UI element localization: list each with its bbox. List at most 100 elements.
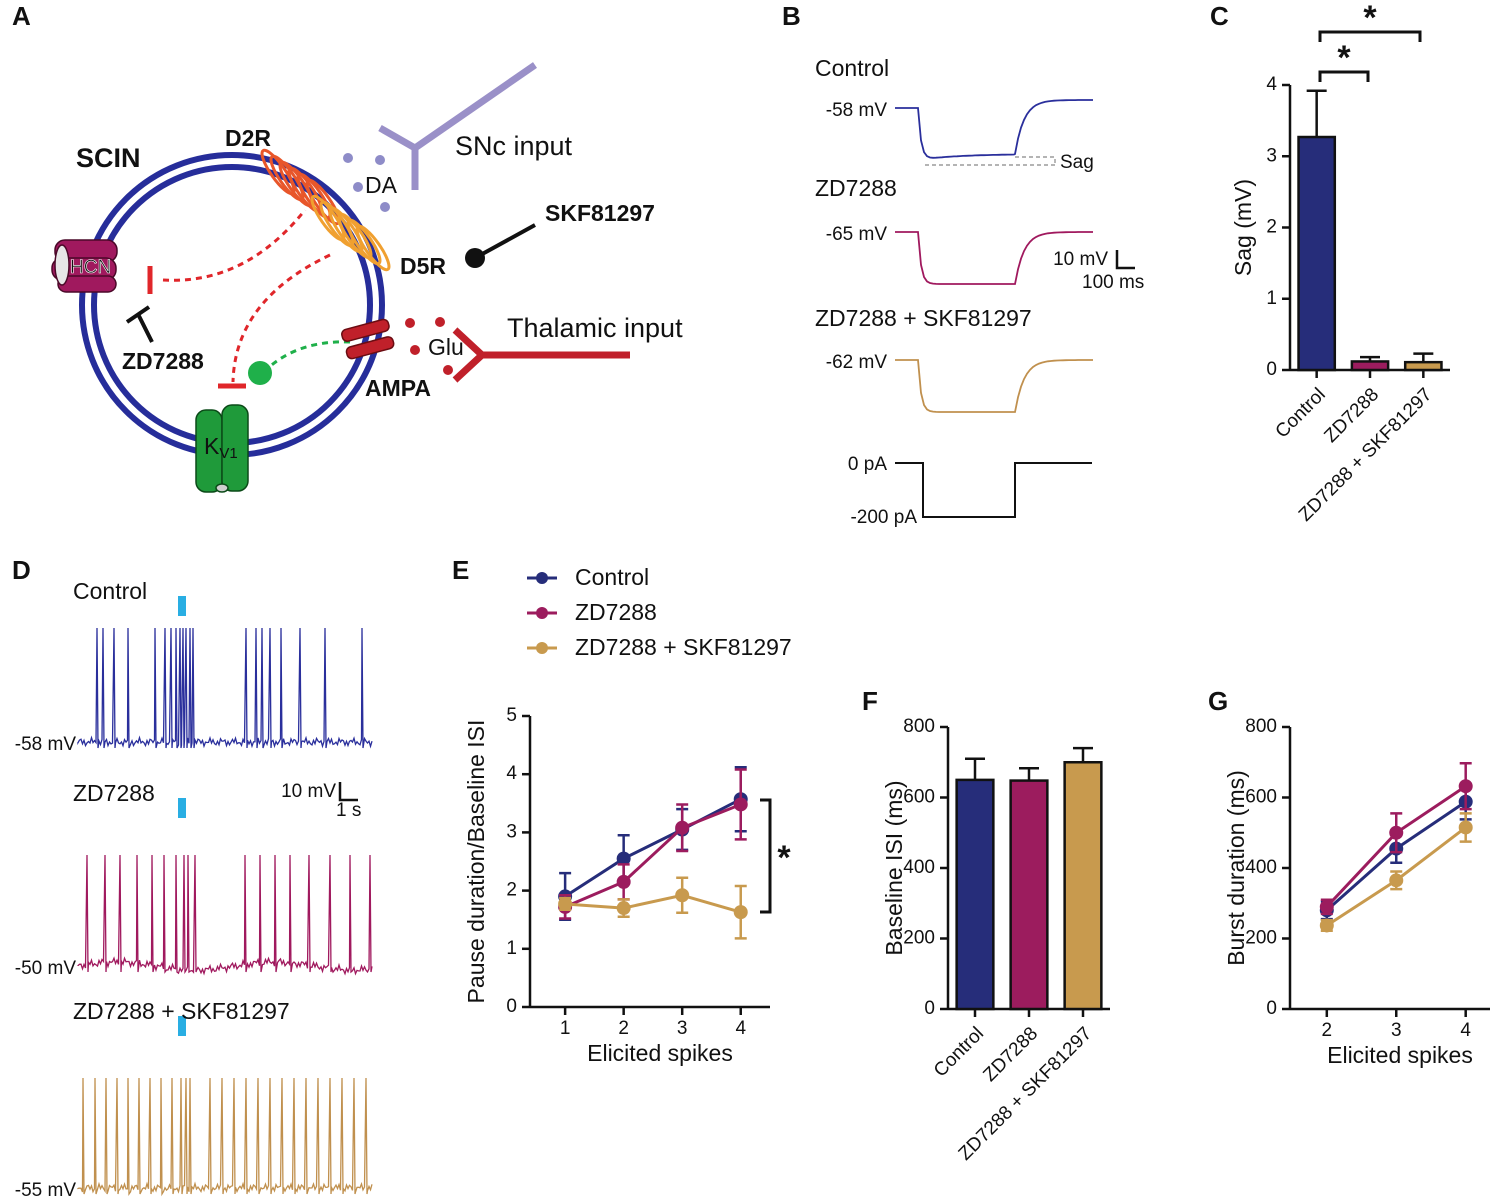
sag-guide <box>925 156 1056 166</box>
y-tick-label: 0 <box>1266 998 1277 1019</box>
significance: * <box>1337 39 1351 77</box>
label: ZD7288 <box>122 348 204 374</box>
shape <box>341 318 390 342</box>
bar <box>1009 779 1049 1011</box>
scale-bar <box>338 782 358 802</box>
y-tick-label: 600 <box>1245 787 1277 808</box>
snc-terminal <box>378 62 537 190</box>
ampa-receptor <box>341 318 395 360</box>
shape <box>343 153 353 163</box>
scale-label: 10 mV <box>1053 249 1108 270</box>
shape <box>375 155 385 165</box>
x-axis-label: Elicited spikes <box>1327 1042 1473 1068</box>
y-tick-label: 400 <box>1245 857 1277 878</box>
shape <box>345 336 395 360</box>
thalamic-terminal <box>452 327 630 383</box>
zd7288-block <box>125 305 154 343</box>
potential-label: -65 mV <box>826 224 888 245</box>
y-axis-label: Pause duration/Baseline ISI <box>463 720 489 1004</box>
x-tick-label: 2 <box>618 1018 629 1039</box>
marker <box>1319 899 1334 914</box>
potential-label: -62 mV <box>826 352 888 373</box>
spike-trace <box>77 1077 373 1197</box>
panel-letter: D <box>12 555 31 585</box>
legend-marker <box>536 572 548 584</box>
shape <box>221 404 249 492</box>
significance-bracket <box>1318 70 1370 82</box>
marker <box>733 905 748 920</box>
label: SNc input <box>455 131 573 161</box>
x-tick-label: Control <box>930 1023 988 1081</box>
marker <box>558 896 573 911</box>
shape <box>443 365 453 375</box>
series-line <box>564 803 742 909</box>
spike-trace <box>77 854 373 976</box>
x-tick-label: 1 <box>560 1018 571 1039</box>
shape <box>380 202 390 212</box>
x-axis-label: Elicited spikes <box>587 1040 733 1066</box>
marker <box>733 797 748 812</box>
bar <box>1403 360 1443 372</box>
marker <box>1458 820 1473 835</box>
marker <box>616 874 631 889</box>
panel-letter: A <box>12 1 31 31</box>
diagram-labels: SCIN D2R DA SNc input SKF81297 D5R HCN Z… <box>70 125 683 462</box>
label: D2R <box>225 125 271 151</box>
current-label: 0 pA <box>848 454 887 475</box>
marker <box>616 901 631 916</box>
y-tick-label: 400 <box>903 857 935 878</box>
panel-letter: C <box>1210 1 1229 31</box>
y-tick-label: 200 <box>1245 928 1277 949</box>
label: K <box>204 433 220 459</box>
marker <box>1319 918 1334 933</box>
x-tick-label: 3 <box>677 1018 688 1039</box>
skf-stem <box>474 223 536 260</box>
scale-label: 100 ms <box>1082 272 1144 293</box>
condition-label: Control <box>73 578 147 604</box>
ampa-effector <box>248 361 272 385</box>
receptor-coil <box>355 224 391 272</box>
hcn-channel <box>51 239 118 293</box>
shape <box>410 345 420 355</box>
series-line <box>565 893 742 914</box>
kv1-channel <box>195 404 249 493</box>
y-axis-label: Sag (mV) <box>1230 179 1256 276</box>
potential-label: -55 mV <box>15 1180 77 1201</box>
significance-bracket <box>1318 30 1422 42</box>
y-tick-label: 0 <box>924 998 935 1019</box>
marker <box>675 888 690 903</box>
shape <box>353 182 363 192</box>
shape <box>435 317 445 327</box>
label: Glu <box>428 334 464 360</box>
y-axis-label: Burst duration (ms) <box>1223 770 1249 966</box>
d5r-kv1-link <box>231 253 331 383</box>
marker <box>675 820 690 835</box>
legend-label: ZD7288 + SKF81297 <box>575 634 792 660</box>
y-tick-label: 4 <box>506 763 517 784</box>
significance: * <box>1363 0 1377 37</box>
marker <box>616 851 631 866</box>
marker <box>1389 825 1404 840</box>
y-tick-label: 200 <box>903 928 935 949</box>
significance: * <box>777 839 791 877</box>
skf-ligand <box>465 248 485 268</box>
voltage-trace <box>895 359 1093 413</box>
stim-marker <box>178 798 186 818</box>
label: V1 <box>219 445 237 462</box>
panel-letter: F <box>862 686 878 716</box>
ampa-link <box>267 340 351 370</box>
y-tick-label: 800 <box>1245 716 1277 737</box>
x-tick-label: 2 <box>1322 1020 1333 1041</box>
spike-trace <box>77 627 373 749</box>
bar <box>1063 761 1103 1011</box>
receptor-coil <box>346 218 382 266</box>
y-tick-label: 2 <box>506 880 517 901</box>
shape <box>54 244 70 286</box>
shape <box>405 318 415 328</box>
bar <box>1350 360 1390 372</box>
legend-marker <box>536 607 548 619</box>
label: KV1 <box>204 433 238 462</box>
y-tick-label: 600 <box>903 787 935 808</box>
sag-label: Sag <box>1060 152 1094 173</box>
